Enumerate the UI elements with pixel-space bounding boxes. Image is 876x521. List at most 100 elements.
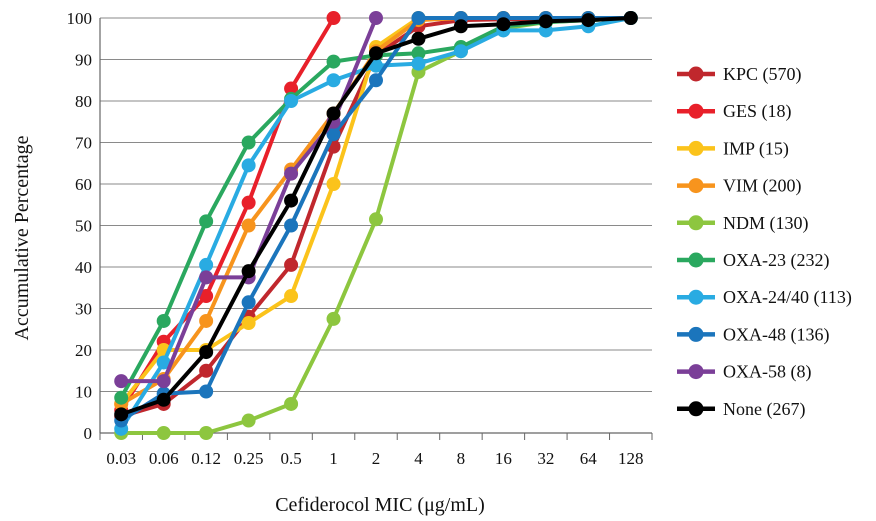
legend-label: OXA-23 (232) (723, 250, 829, 271)
data-point (114, 407, 129, 422)
x-axis-title: Cefiderocol MIC (μg/mL) (275, 494, 485, 516)
series-line (119, 16, 336, 412)
data-point (284, 166, 299, 181)
data-point (453, 19, 468, 34)
data-point (156, 392, 171, 407)
data-point (326, 73, 341, 88)
data-point (581, 13, 596, 28)
data-point (538, 14, 553, 29)
data-point (284, 289, 299, 304)
legend-item: None (267) (677, 399, 805, 420)
legend-item: NDM (130) (677, 213, 809, 234)
legend-label: OXA-48 (136) (723, 324, 829, 345)
x-tick-labels: 0.03 0.06 0.12 0.25 0.5 1 2 4 8 16 32 64 128 (106, 449, 643, 468)
y-tick-label: 70 (75, 134, 92, 153)
x-tick-label: 1 (329, 449, 338, 468)
data-point (369, 212, 383, 227)
data-point (241, 135, 256, 150)
data-point (411, 46, 426, 61)
data-point (284, 257, 299, 272)
data-point (326, 177, 341, 191)
series-9 (114, 11, 638, 422)
data-point (199, 313, 214, 328)
data-point (241, 316, 256, 331)
y-tick-label: 80 (75, 92, 92, 111)
data-point (284, 218, 299, 233)
y-tick-label: 60 (75, 175, 92, 194)
x-tick-label: 0.06 (149, 449, 179, 468)
data-point (241, 218, 256, 233)
legend-swatch-marker (688, 364, 704, 380)
data-point (241, 413, 256, 428)
legend-item: OXA-23 (232) (677, 250, 829, 271)
legend-swatch-marker (688, 289, 704, 305)
data-point (199, 214, 214, 229)
data-point (326, 311, 341, 326)
x-tick-label: 128 (618, 449, 644, 468)
legend-label: NDM (130) (723, 213, 809, 234)
data-point (369, 11, 383, 25)
data-point (411, 31, 426, 46)
y-tick-label: 10 (75, 383, 92, 402)
legend-item: OXA-48 (136) (677, 324, 829, 345)
data-point (199, 270, 214, 285)
y-tick-label: 50 (75, 217, 92, 236)
legend-label: OXA-58 (8) (723, 362, 811, 383)
x-tick-label: 0.25 (234, 449, 264, 468)
y-tick-label: 40 (75, 258, 92, 277)
data-point (411, 56, 426, 71)
legend: KPC (570) GES (18) IMP (15) VIM (200) NDM (1… (677, 64, 852, 420)
legend-label: OXA-24/40 (113) (723, 287, 852, 308)
data-point (369, 73, 383, 88)
x-tick-label: 2 (372, 449, 381, 468)
legend-swatch-marker (688, 66, 704, 82)
data-point (241, 264, 256, 279)
legend-label: KPC (570) (723, 64, 802, 85)
data-point (114, 390, 129, 405)
legend-item: VIM (200) (677, 176, 802, 197)
legend-swatch-marker (688, 178, 704, 194)
legend-item: OXA-24/40 (113) (677, 287, 852, 308)
x-tick-label: 64 (580, 449, 598, 468)
data-point (199, 384, 214, 399)
data-point (453, 44, 468, 59)
data-point (496, 17, 511, 32)
data-point (199, 345, 214, 360)
legend-item: KPC (570) (677, 64, 802, 85)
y-tick-label: 90 (75, 51, 92, 70)
data-point (326, 127, 341, 142)
legend-label: IMP (15) (723, 138, 789, 159)
legend-item: OXA-58 (8) (677, 362, 811, 383)
legend-label: GES (18) (723, 101, 792, 122)
data-point (411, 11, 426, 25)
data-point (199, 363, 214, 378)
data-point (241, 195, 256, 210)
x-tick-label: 16 (495, 449, 512, 468)
legend-label: None (267) (723, 399, 805, 420)
data-point (326, 106, 341, 121)
data-point (284, 94, 299, 108)
legend-swatch-marker (688, 140, 704, 156)
data-point (326, 54, 341, 69)
x-tick-label: 0.12 (191, 449, 221, 468)
data-point (156, 355, 171, 370)
legend-swatch-marker (688, 252, 704, 268)
y-tick-label: 100 (67, 9, 93, 28)
legend-swatch-marker (688, 401, 704, 417)
x-tick-label: 4 (414, 449, 423, 468)
data-point (199, 289, 214, 304)
data-point (241, 295, 256, 310)
data-point (284, 81, 299, 96)
data-point (199, 257, 214, 272)
data-point (369, 46, 383, 61)
x-tick-label: 0.5 (280, 449, 301, 468)
x-tick-label: 8 (457, 449, 466, 468)
data-point (156, 313, 171, 328)
legend-label: VIM (200) (723, 176, 802, 197)
data-point (369, 58, 383, 73)
data-point (326, 11, 341, 25)
data-point (284, 193, 299, 208)
y-tick-label: 0 (84, 424, 93, 443)
data-point (241, 158, 256, 173)
